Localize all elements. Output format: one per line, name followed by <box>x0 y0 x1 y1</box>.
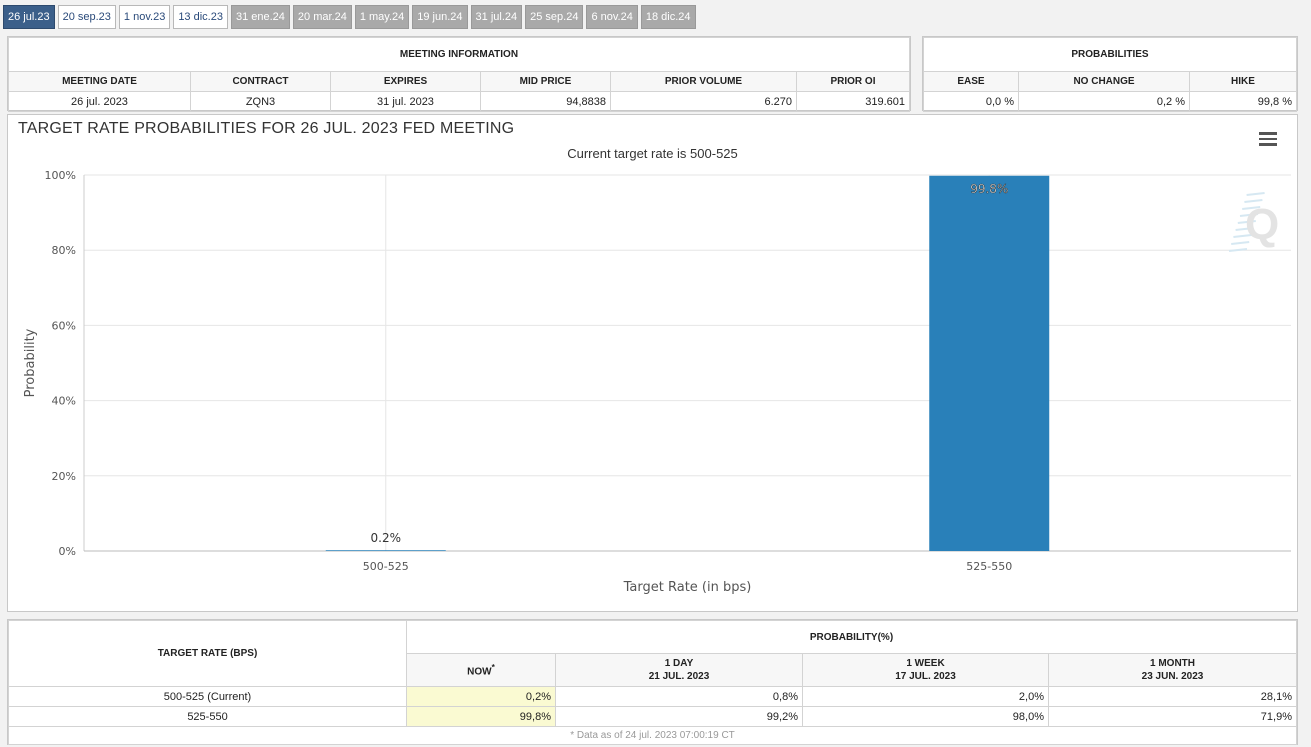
x-tick-label: 500-525 <box>363 560 409 573</box>
1-day-cell: 0,8% <box>555 686 803 707</box>
y-axis-title: Probability <box>23 328 38 397</box>
header-contract: CONTRACT <box>190 71 331 92</box>
expires-value: 31 jul. 2023 <box>330 91 481 112</box>
probabilities-table: PROBABILITIES EASE NO CHANGE HIKE 0,0 % … <box>923 37 1297 112</box>
header-hike: HIKE <box>1189 71 1297 92</box>
bar-data-label: 99.8% <box>970 182 1008 196</box>
y-tick-label: 0% <box>59 545 76 558</box>
tab-meeting-3[interactable]: 13 dic.23 <box>173 5 228 29</box>
watermark-stripe <box>1239 213 1259 217</box>
1-month-cell: 28,1% <box>1048 686 1297 707</box>
prior-volume-value: 6.270 <box>610 91 797 112</box>
header-now: NOW* <box>406 653 556 687</box>
chart-subtitle: Current target rate is 500-525 <box>567 146 738 161</box>
chart-title: TARGET RATE PROBABILITIES FOR 26 JUL. 20… <box>18 120 515 137</box>
header-prior-volume: PRIOR VOLUME <box>610 71 797 92</box>
1-week-cell: 98,0% <box>802 706 1049 727</box>
y-tick-label: 40% <box>52 395 76 408</box>
chart-bar <box>929 175 1050 551</box>
meeting-info-panel: MEETING INFORMATION MEETING DATE CONTRAC… <box>7 36 911 112</box>
watermark-stripe <box>1244 199 1263 203</box>
probabilities-title: PROBABILITIES <box>923 37 1297 72</box>
tab-meeting-5[interactable]: 20 mar.24 <box>292 5 352 29</box>
header-1-week: 1 WEEK 17 JUL. 2023 <box>802 653 1049 687</box>
tab-meeting-0[interactable]: 26 jul.23 <box>3 5 55 29</box>
chart-bar <box>325 550 446 551</box>
ease-value: 0,0 % <box>923 91 1019 112</box>
tab-meeting-6[interactable]: 1 may.24 <box>354 5 410 29</box>
tab-meeting-9[interactable]: 25 sep.24 <box>525 5 584 29</box>
meeting-info-title: MEETING INFORMATION <box>8 37 910 72</box>
now-cell: 0,2% <box>406 686 556 707</box>
data-timestamp-note: * Data as of 24 jul. 2023 07:00:19 CT <box>8 726 1297 745</box>
probability-table-panel: TARGET RATE (BPS) PROBABILITY(%) NOW* 1 … <box>7 619 1298 745</box>
header-expires: EXPIRES <box>330 71 481 92</box>
hike-value: 99,8 % <box>1189 91 1297 112</box>
table-row: 525-550 99,8% 99,2% 98,0% 71,9% <box>8 706 1297 727</box>
header-prior-oi: PRIOR OI <box>796 71 910 92</box>
y-tick-label: 80% <box>52 244 76 257</box>
meeting-date-value: 26 jul. 2023 <box>8 91 191 112</box>
header-1-month-date: 23 JUN. 2023 <box>1141 671 1204 682</box>
prior-oi-value: 319.601 <box>796 91 910 112</box>
tab-meeting-10[interactable]: 6 nov.24 <box>586 5 638 29</box>
rate-cell: 525-550 <box>8 706 407 727</box>
tab-meeting-2[interactable]: 1 nov.23 <box>118 5 171 29</box>
chart-panel: 0% 20% 40% 60% 80% 100% Q 0.2% 500-525 99.8% 525-5… <box>7 114 1298 612</box>
bar-data-label: 0.2% <box>371 531 402 545</box>
watermark-stripe <box>1228 248 1248 252</box>
watermark-stripe <box>1235 227 1254 231</box>
header-1-week-label: 1 WEEK <box>906 658 945 669</box>
tab-meeting-1[interactable]: 20 sep.23 <box>57 5 116 29</box>
watermark-stripe <box>1242 206 1261 210</box>
now-cell: 99,8% <box>406 706 556 727</box>
watermark-stripe <box>1237 220 1256 224</box>
tab-meeting-7[interactable]: 19 jun.24 <box>412 5 468 29</box>
probability-chart: 0% 20% 40% 60% 80% 100% Q 0.2% 500-525 99.8% 525-5… <box>23 169 1291 595</box>
1-week-cell: 2,0% <box>802 686 1049 707</box>
header-now-marker: * <box>491 662 495 673</box>
header-probability-group: PROBABILITY(%) <box>406 620 1297 654</box>
y-tick-label: 60% <box>52 319 76 332</box>
header-1-day-label: 1 DAY <box>664 658 694 669</box>
header-now-label: NOW <box>467 666 492 678</box>
tab-meeting-11[interactable]: 18 dic.24 <box>640 5 696 29</box>
probability-table: TARGET RATE (BPS) PROBABILITY(%) NOW* 1 … <box>8 620 1297 745</box>
header-ease: EASE <box>923 71 1019 92</box>
probabilities-panel: PROBABILITIES EASE NO CHANGE HIKE 0,0 % … <box>922 36 1298 112</box>
meeting-date-tabs: 26 jul.23 20 sep.23 1 nov.23 13 dic.23 3… <box>3 5 696 29</box>
header-no-change: NO CHANGE <box>1018 71 1190 92</box>
y-tick-label: 100% <box>45 169 76 182</box>
header-mid-price: MID PRICE <box>480 71 611 92</box>
y-tick-label: 20% <box>52 470 76 483</box>
no-change-value: 0,2 % <box>1018 91 1190 112</box>
x-axis-title: Target Rate (in bps) <box>623 580 752 595</box>
header-1-week-date: 17 JUL. 2023 <box>895 671 956 682</box>
tab-meeting-4[interactable]: 31 ene.24 <box>230 5 290 29</box>
tab-meeting-8[interactable]: 31 jul.24 <box>470 5 523 29</box>
contract-value: ZQN3 <box>190 91 331 112</box>
header-1-month-label: 1 MONTH <box>1150 658 1195 669</box>
chart-menu-icon[interactable] <box>1259 132 1277 146</box>
watermark-stripe <box>1233 234 1252 238</box>
1-month-cell: 71,9% <box>1048 706 1297 727</box>
watermark-logo: Q <box>1245 200 1279 249</box>
watermark-stripe <box>1231 241 1250 245</box>
mid-price-value: 94,8838 <box>480 91 611 112</box>
header-meeting-date: MEETING DATE <box>8 71 191 92</box>
rate-cell: 500-525 (Current) <box>8 686 407 707</box>
x-tick-label: 525-550 <box>966 560 1012 573</box>
header-1-day: 1 DAY 21 JUL. 2023 <box>555 653 803 687</box>
header-1-day-date: 21 JUL. 2023 <box>648 671 710 682</box>
meeting-info-table: MEETING INFORMATION MEETING DATE CONTRAC… <box>8 37 910 112</box>
1-day-cell: 99,2% <box>555 706 803 727</box>
header-1-month: 1 MONTH 23 JUN. 2023 <box>1048 653 1297 687</box>
watermark-stripe <box>1246 192 1265 196</box>
table-row: 500-525 (Current) 0,2% 0,8% 2,0% 28,1% <box>8 686 1297 707</box>
header-target-rate: TARGET RATE (BPS) <box>8 620 407 687</box>
